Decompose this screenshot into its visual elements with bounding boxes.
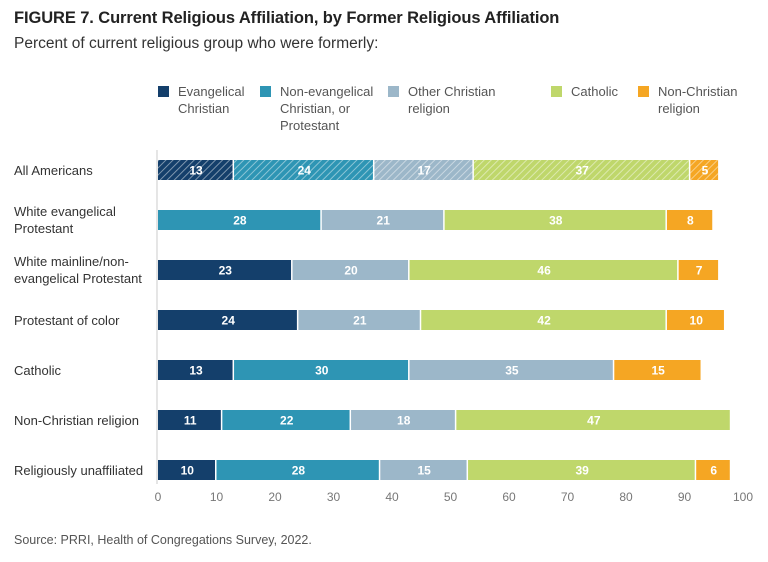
bar-value-label: 35 [505, 364, 519, 378]
bar-value-label: 28 [233, 214, 247, 228]
x-tick-label: 80 [619, 490, 633, 504]
x-tick-label: 90 [678, 490, 692, 504]
category-label-protestant-of-color: Protestant of color [14, 312, 120, 328]
bar-white-mainline-non-evangelical-protestant-evangelical-christian [158, 260, 292, 280]
bar-value-label: 10 [181, 464, 195, 478]
legend-swatch-evangelical-christian [158, 86, 169, 97]
bar-religiously-unaffiliated-non-evangelical-christian-or-protestant [216, 460, 379, 480]
bar-white-evangelical-protestant-catholic [444, 210, 666, 230]
bar-hatch-non-christian-religion [690, 160, 719, 180]
bar-value-label: 38 [549, 214, 563, 228]
bar-value-label: 24 [222, 314, 236, 328]
bar-religiously-unaffiliated-non-christian-religion [696, 460, 730, 480]
category-label-catholic: Catholic [14, 362, 61, 378]
bar-religiously-unaffiliated-evangelical-christian [158, 460, 215, 480]
bars-group: 13 24 17 37 5 28 21 38 8 23 20 46 7 24 21 42 10 13 30 35 15 1… [158, 160, 730, 480]
x-tick-label: 50 [444, 490, 458, 504]
legend-swatch-other-christian-religion [388, 86, 399, 97]
bar-value-label: 10 [690, 314, 704, 328]
bar-protestant-of-color-other-christian-religion [298, 310, 420, 330]
category-label-religiously-unaffiliated: Religiously unaffiliated [14, 462, 144, 478]
bar-catholic-non-christian-religion [614, 360, 701, 380]
source-note: Source: PRRI, Health of Congregations Su… [14, 533, 312, 547]
category-label-non-christian-religion: Non-Christian religion [14, 412, 139, 428]
bar-value-label: 24 [298, 164, 312, 178]
bar-value-label: 30 [315, 364, 329, 378]
bar-hatch-non-evangelical-christian-or-protestant [234, 160, 373, 180]
bar-religiously-unaffiliated-other-christian-religion [380, 460, 467, 480]
bar-catholic-non-evangelical-christian-or-protestant [234, 360, 409, 380]
bar-value-label: 13 [189, 364, 203, 378]
category-label-all-americans: All Americans [14, 162, 93, 178]
bar-white-mainline-non-evangelical-protestant-non-christian-religion [678, 260, 719, 280]
legend-label: Non-Christian religion [658, 84, 738, 116]
bar-protestant-of-color-evangelical-christian [158, 310, 297, 330]
bar-value-label: 39 [575, 464, 589, 478]
x-tick-label: 10 [210, 490, 224, 504]
bar-value-label: 5 [702, 164, 709, 178]
bar-value-label: 21 [377, 214, 391, 228]
bar-value-label: 8 [687, 214, 694, 228]
bar-value-label: 20 [344, 264, 358, 278]
bar-protestant-of-color-non-christian-religion [666, 310, 724, 330]
category-label-white-evangelical-protestant: White evangelical Protestant [14, 204, 116, 236]
x-tick-label: 40 [385, 490, 399, 504]
legend-label: Evangelical Christian [178, 84, 245, 116]
category-label-white-mainline-non-evangelical-protestant: White mainline/non- evangelical Protesta… [14, 254, 142, 286]
chart-subtitle: Percent of current religious group who w… [14, 35, 379, 52]
bar-value-label: 21 [353, 314, 367, 328]
legend-swatch-non-evangelical-christian [260, 86, 271, 97]
legend-label: Catholic [571, 84, 618, 99]
legend-label: Non-evangelical Christian, or Protestant [280, 84, 374, 133]
bar-value-label: 7 [696, 264, 703, 278]
bar-non-christian-religion-other-christian-religion [351, 410, 455, 430]
bar-non-christian-religion-evangelical-christian [158, 410, 221, 430]
legend-swatch-catholic [551, 86, 562, 97]
x-axis-ticks: 0 10 20 30 40 50 60 70 80 90 100 [155, 490, 754, 504]
bar-white-mainline-non-evangelical-protestant-catholic [409, 260, 678, 280]
x-tick-label: 20 [268, 490, 282, 504]
legend-label: Other Christian religion [408, 84, 496, 116]
bar-white-evangelical-protestant-other-christian-religion [321, 210, 444, 230]
bar-hatch-other-christian-religion [374, 160, 473, 180]
bar-value-label: 28 [292, 464, 306, 478]
bar-value-label: 37 [575, 164, 589, 178]
bar-value-label: 11 [184, 414, 197, 428]
bar-value-label: 6 [710, 464, 717, 478]
bar-white-evangelical-protestant-non-evangelical-christian-or-protestant [158, 210, 321, 230]
bar-value-label: 18 [397, 414, 411, 428]
legend: Evangelical Christian Non-evangelical Ch… [158, 83, 758, 138]
bar-white-mainline-non-evangelical-protestant-other-christian-religion [292, 260, 409, 280]
x-tick-label: 100 [733, 490, 753, 504]
bar-value-label: 15 [417, 464, 431, 478]
bar-value-label: 15 [651, 364, 665, 378]
bar-hatch-catholic [473, 160, 689, 180]
bar-religiously-unaffiliated-catholic [468, 460, 695, 480]
bar-value-label: 13 [189, 164, 203, 178]
x-tick-label: 30 [327, 490, 341, 504]
bar-catholic-evangelical-christian [158, 360, 233, 380]
bar-value-label: 22 [280, 414, 294, 428]
bar-non-christian-religion-non-evangelical-christian-or-protestant [222, 410, 350, 430]
bar-non-christian-religion-catholic [456, 410, 730, 430]
bar-catholic-other-christian-religion [409, 360, 613, 380]
bar-value-label: 46 [537, 264, 551, 278]
legend-swatch-non-christian-religion [638, 86, 649, 97]
bar-value-label: 23 [219, 264, 233, 278]
bar-protestant-of-color-catholic [421, 310, 666, 330]
bar-value-label: 17 [417, 164, 431, 178]
chart-title: FIGURE 7. Current Religious Affiliation,… [14, 9, 560, 27]
x-tick-label: 0 [155, 490, 162, 504]
bar-value-label: 47 [587, 414, 601, 428]
bar-hatch-evangelical-christian [158, 160, 233, 180]
bar-value-label: 42 [537, 314, 551, 328]
x-tick-label: 60 [502, 490, 516, 504]
x-tick-label: 70 [561, 490, 575, 504]
bar-white-evangelical-protestant-non-christian-religion [666, 210, 713, 230]
